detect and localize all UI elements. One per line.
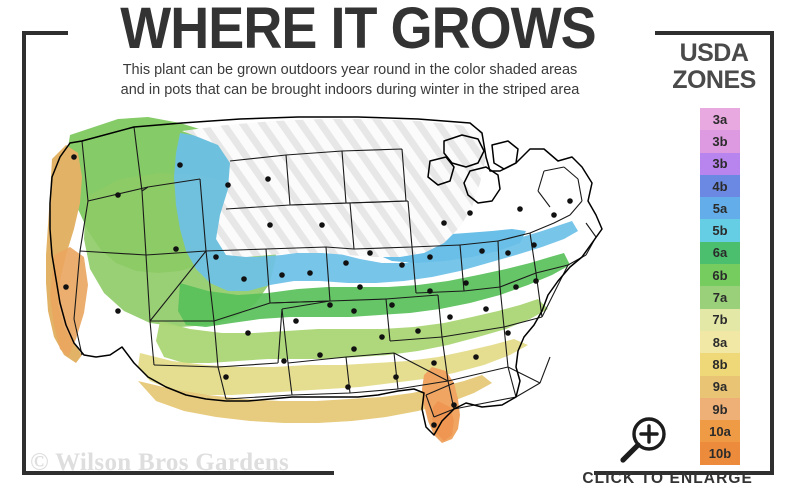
legend-swatch-label: 7a	[712, 290, 728, 306]
map-city-dots	[63, 154, 573, 428]
map-national-outline	[49, 116, 603, 436]
frame-border-top-left	[22, 31, 68, 35]
legend-swatch-7b-9[interactable]: 7b	[700, 308, 740, 331]
legend-swatch-label: 4b	[712, 178, 728, 194]
legend-swatch-9b-13[interactable]: 9b	[700, 397, 740, 421]
legend-swatch-label: 10b	[708, 446, 732, 462]
legend-swatch-10b-15[interactable]: 10b	[700, 442, 740, 465]
map-state-boundaries	[73, 126, 597, 418]
legend-swatch-3a-0[interactable]: 3a	[700, 108, 740, 131]
legend-swatch-5b-5[interactable]: 5b	[700, 219, 740, 242]
legend-swatch-label: 9a	[712, 379, 728, 395]
usda-zone-legend: 3a 3b 3b 4b 5a 5b 6a 6b 7a 7b 8a 8b 9a 9b 10a 10b	[700, 108, 740, 465]
legend-swatch-5a-4[interactable]: 5a	[700, 197, 740, 220]
magnifier-plus-icon[interactable]	[617, 415, 671, 465]
legend-swatch-6a-6[interactable]: 6a	[700, 241, 740, 265]
frame-border-right	[770, 31, 774, 475]
legend-swatch-7a-8[interactable]: 7a	[700, 286, 740, 309]
legend-title-line-2: ZONES	[672, 66, 756, 94]
legend-swatch-label: 5a	[712, 200, 728, 216]
watermark-credit: © Wilson Bros Gardens	[30, 449, 290, 476]
legend-swatch-8a-10[interactable]: 8a	[700, 330, 740, 354]
legend-swatch-10a-14[interactable]: 10a	[700, 420, 740, 443]
legend-title-line-1: USDA	[679, 39, 749, 67]
legend-swatch-9a-12[interactable]: 9a	[700, 375, 740, 398]
legend-swatch-4b-3[interactable]: 4b	[700, 174, 740, 198]
map-container[interactable]	[30, 105, 650, 445]
page-title: WHERE IT GROWS	[120, 0, 596, 61]
legend-swatch-label: 6b	[712, 267, 728, 283]
legend-swatch-6b-7[interactable]: 6b	[700, 264, 740, 287]
legend-swatch-label: 7b	[712, 312, 728, 328]
legend-swatch-label: 10a	[709, 423, 731, 439]
frame-border-bottom-right	[594, 471, 774, 475]
legend-swatch-label: 6a	[712, 245, 728, 261]
legend-swatch-8b-11[interactable]: 8b	[700, 353, 740, 376]
subtitle-line-1: This plant can be grown outdoors year ro…	[122, 62, 578, 78]
legend-swatch-3b-1[interactable]: 3b	[700, 130, 740, 153]
legend-title: USDA ZONES	[660, 40, 768, 94]
legend-swatch-label: 3b	[712, 156, 728, 172]
legend-swatch-label: 5b	[712, 223, 728, 239]
legend-swatch-label: 3a	[712, 111, 728, 127]
subtitle-line-2: and in pots that can be brought indoors …	[120, 82, 580, 98]
legend-swatch-label: 8a	[712, 334, 728, 350]
legend-swatch-label: 9b	[712, 401, 728, 417]
usda-zone-map[interactable]	[30, 105, 650, 445]
legend-swatch-3b-2[interactable]: 3b	[700, 152, 740, 175]
click-to-enlarge-label[interactable]: CLICK TO ENLARGE	[582, 470, 753, 487]
frame-border-bottom-left	[22, 471, 334, 475]
legend-swatch-label: 3b	[712, 133, 728, 149]
page-subtitle: This plant can be grown outdoors year ro…	[40, 60, 660, 100]
frame-border-left	[22, 31, 26, 475]
frame-border-top-right	[655, 31, 774, 35]
legend-swatch-label: 8b	[712, 356, 728, 372]
